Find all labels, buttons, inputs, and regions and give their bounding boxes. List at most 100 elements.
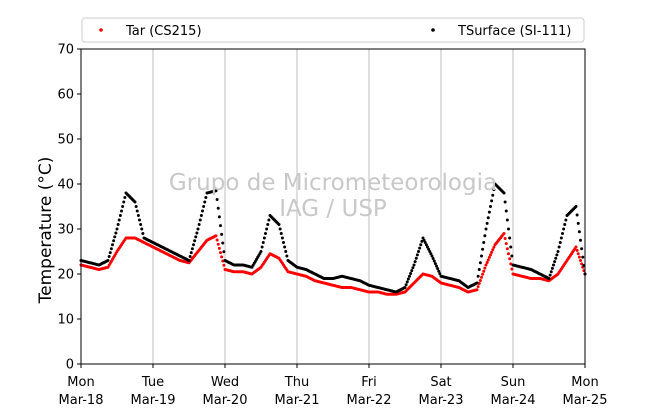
data-point <box>403 286 407 289</box>
data-point <box>580 247 584 251</box>
y-tick-label: 40 <box>57 178 74 193</box>
data-point <box>509 262 513 266</box>
data-point <box>574 205 578 208</box>
data-point <box>430 254 434 258</box>
data-point <box>282 241 285 244</box>
data-point <box>283 245 287 249</box>
data-point <box>491 248 495 252</box>
data-point <box>580 262 584 266</box>
data-point <box>574 245 578 249</box>
data-point <box>219 251 222 255</box>
data-point <box>492 245 496 249</box>
y-tick-label: 20 <box>57 268 74 283</box>
data-point <box>555 253 559 257</box>
data-point <box>478 261 482 265</box>
data-point <box>113 235 117 239</box>
data-point <box>548 273 552 277</box>
x-tick-label-weekday: Sun <box>501 375 526 390</box>
data-point <box>259 250 263 253</box>
series-tsurface <box>79 182 587 294</box>
data-point <box>201 209 204 213</box>
data-point <box>114 231 118 235</box>
data-point <box>410 269 414 273</box>
data-point <box>563 223 567 226</box>
data-point <box>412 263 416 267</box>
x-tick-label-date: Mar-18 <box>59 393 104 408</box>
data-point <box>116 223 120 226</box>
data-point <box>409 271 413 275</box>
data-point <box>198 218 202 222</box>
data-point <box>510 267 514 271</box>
data-point <box>504 209 508 213</box>
y-tick-label: 70 <box>57 43 74 58</box>
data-point <box>220 232 224 236</box>
data-point <box>115 227 119 231</box>
data-point <box>215 238 219 242</box>
legend-label-tsurface: TSurface (SI-111) <box>457 24 571 39</box>
data-point <box>432 259 436 263</box>
data-point <box>189 251 193 255</box>
data-point <box>476 285 480 289</box>
data-point <box>135 209 139 213</box>
data-point <box>579 238 582 242</box>
data-point <box>554 256 558 260</box>
data-point <box>202 205 206 208</box>
data-point <box>435 264 438 268</box>
data-point <box>118 214 122 217</box>
data-point <box>507 227 510 231</box>
data-point <box>404 283 408 287</box>
legend-marker-tsurface <box>431 28 435 32</box>
data-point <box>575 248 579 252</box>
data-point <box>111 243 114 247</box>
data-point <box>190 247 194 251</box>
data-point <box>267 218 271 222</box>
y-tick-label: 50 <box>57 133 74 148</box>
data-point <box>502 232 506 235</box>
data-point <box>136 214 140 217</box>
data-point <box>221 259 225 263</box>
data-point <box>195 231 199 235</box>
data-point <box>482 269 486 273</box>
data-point <box>261 241 265 244</box>
x-tick-label-date: Mar-22 <box>347 393 392 408</box>
data-point <box>219 224 222 228</box>
data-point <box>507 252 510 256</box>
data-point <box>121 205 125 208</box>
data-point <box>510 254 514 258</box>
data-point <box>139 223 143 226</box>
data-point <box>579 259 582 262</box>
data-point <box>418 246 422 250</box>
data-point <box>217 215 221 219</box>
y-tick-label: 30 <box>57 223 74 238</box>
x-tick-label-date: Mar-20 <box>203 393 248 408</box>
data-point <box>134 205 138 208</box>
data-point <box>422 238 426 242</box>
data-point <box>280 236 284 240</box>
data-point <box>489 205 492 208</box>
data-point <box>284 250 288 253</box>
data-point <box>475 288 479 292</box>
data-point <box>489 253 492 257</box>
data-point <box>564 218 568 222</box>
data-point <box>221 241 225 245</box>
data-point <box>222 250 226 254</box>
data-point <box>547 277 551 280</box>
data-point <box>492 188 496 192</box>
data-point <box>491 193 495 197</box>
data-point <box>187 259 191 262</box>
data-point <box>480 275 483 279</box>
y-axis-label: Temperature (°C) <box>36 157 56 305</box>
data-point <box>109 247 113 251</box>
x-tick-label-date: Mar-21 <box>275 393 320 408</box>
data-point <box>265 227 269 231</box>
data-point <box>505 218 509 222</box>
data-point <box>262 236 266 240</box>
data-point <box>222 263 226 267</box>
x-tick-label-weekday: Mon <box>571 375 598 390</box>
data-point <box>216 206 220 210</box>
data-point <box>277 223 281 226</box>
data-point <box>577 230 581 234</box>
data-point <box>482 241 486 244</box>
data-point <box>214 189 218 193</box>
